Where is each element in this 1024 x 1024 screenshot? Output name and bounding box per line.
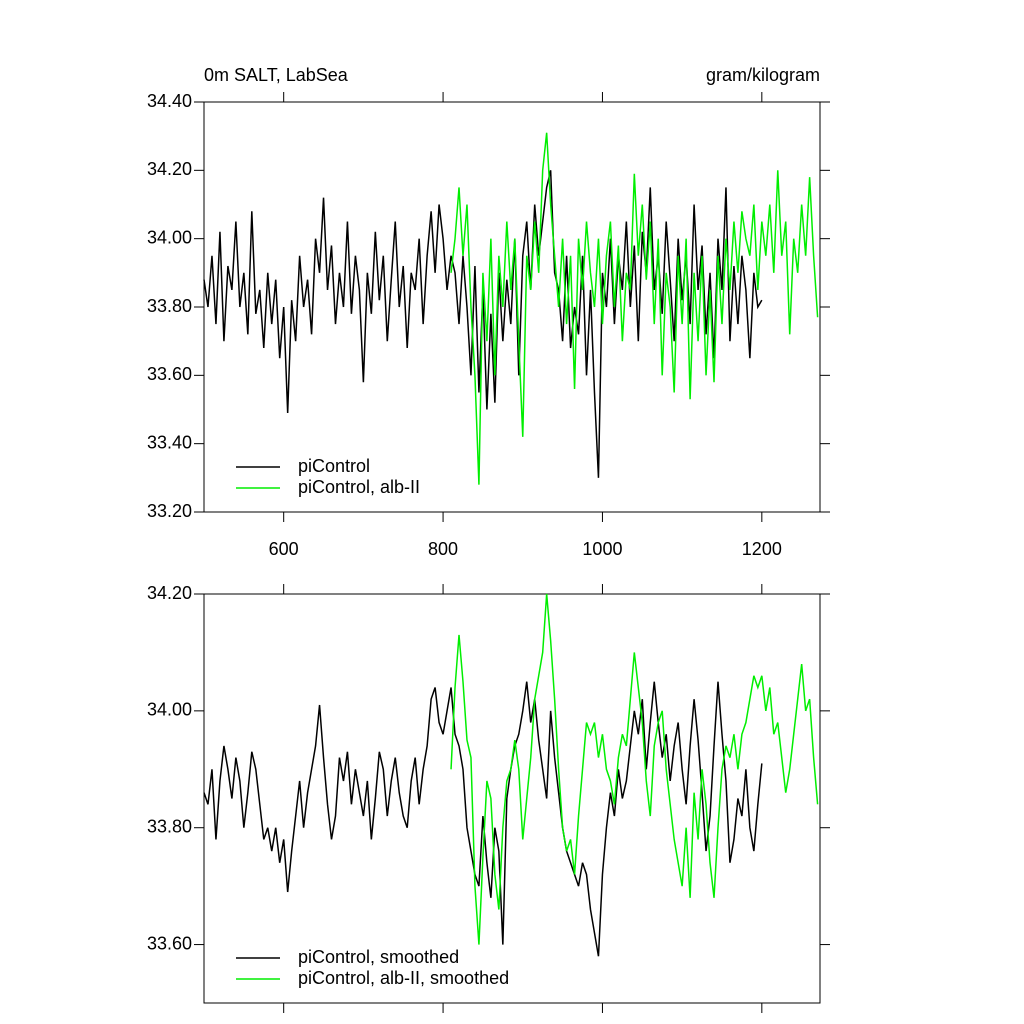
data-line <box>450 132 819 485</box>
data-line <box>203 170 763 478</box>
units-label: gram/kilogram <box>706 65 820 85</box>
legend-label: piControl, smoothed <box>298 947 459 967</box>
y-tick-label: 33.80 <box>147 816 192 836</box>
y-tick-label: 33.60 <box>147 364 192 384</box>
x-tick-label: 800 <box>428 539 458 559</box>
y-tick-label: 33.40 <box>147 432 192 452</box>
y-tick-label: 34.00 <box>147 227 192 247</box>
y-tick-label: 33.60 <box>147 933 192 953</box>
y-tick-label: 34.20 <box>147 159 192 179</box>
y-tick-label: 34.20 <box>147 583 192 603</box>
x-tick-label: 1000 <box>582 539 622 559</box>
x-tick-label: 1200 <box>742 539 782 559</box>
y-tick-label: 34.40 <box>147 91 192 111</box>
y-tick-label: 33.80 <box>147 296 192 316</box>
legend-label: piControl <box>298 456 370 476</box>
data-line <box>203 681 763 957</box>
chart-title: 0m SALT, LabSea <box>204 65 349 85</box>
plot-frame <box>203 593 821 1004</box>
data-line <box>450 593 819 945</box>
legend-label: piControl, alb-II <box>298 477 420 497</box>
y-tick-label: 33.20 <box>147 501 192 521</box>
legend-label: piControl, alb-II, smoothed <box>298 968 509 988</box>
x-tick-label: 600 <box>269 539 299 559</box>
y-tick-label: 34.00 <box>147 700 192 720</box>
